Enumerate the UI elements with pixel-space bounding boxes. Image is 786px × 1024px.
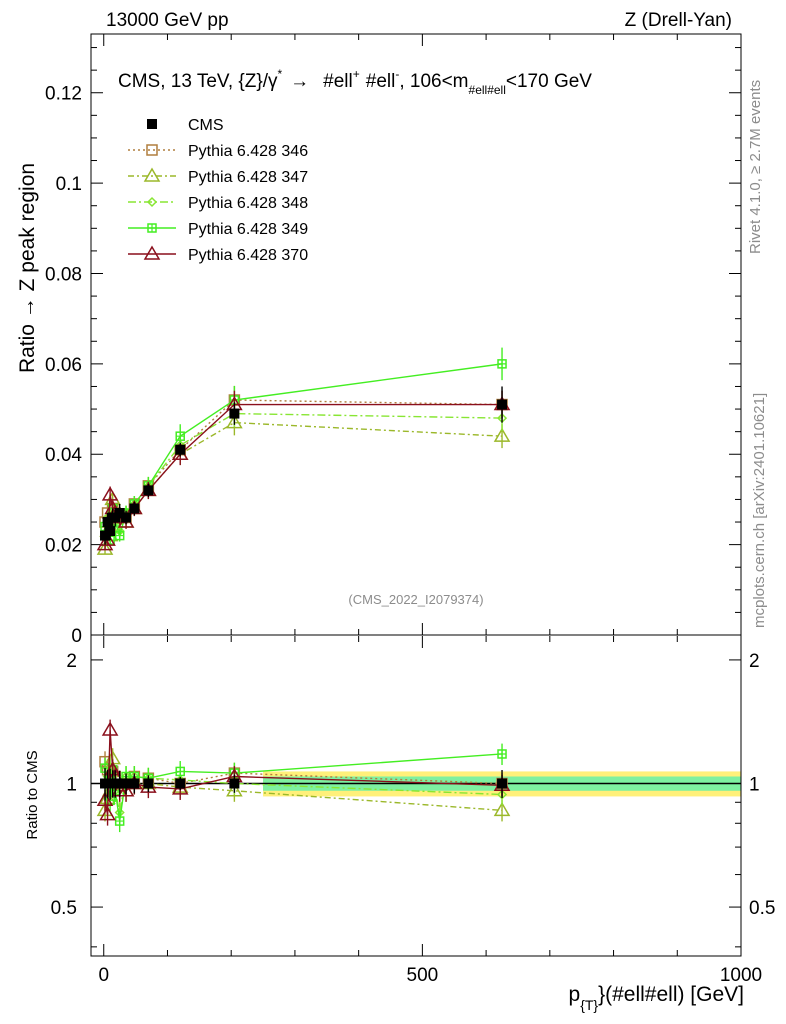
- line-p347: [104, 421, 503, 550]
- ratio-series-cms: [100, 767, 508, 801]
- marker-p349-cross: [176, 767, 185, 776]
- marker-p348: [146, 196, 158, 208]
- y-tick-label-ratio: 2: [66, 651, 77, 672]
- legend-item-p370: Pythia 6.428 370: [128, 245, 308, 264]
- marker-cms: [497, 778, 508, 789]
- y-tick-label-ratio-right: 1: [749, 774, 760, 795]
- marker-p370: [143, 245, 161, 260]
- marker-p349-cross: [115, 817, 124, 826]
- marker-cms: [143, 485, 154, 496]
- marker-p347: [493, 427, 511, 442]
- x-tick-label: 500: [407, 965, 439, 986]
- analysis-id: (CMS_2022_I2079374): [348, 592, 483, 607]
- marker-p346: [146, 144, 158, 156]
- marker-cms: [129, 778, 140, 789]
- legend-item-p349: Pythia 6.428 349: [128, 221, 308, 238]
- legend-label-p348: Pythia 6.428 348: [188, 195, 308, 212]
- y-tick-label-main: 0.08: [45, 264, 82, 285]
- marker-cms: [147, 119, 157, 129]
- x-tick-label: 1000: [720, 965, 762, 986]
- legend: CMS Pythia 6.428 346 Pythia 6.428 347 Pythi…: [128, 117, 308, 264]
- legend-label-cms: CMS: [188, 117, 224, 134]
- marker-cms: [114, 507, 125, 518]
- legend-item-cms: CMS: [147, 117, 224, 134]
- marker-cms: [102, 517, 113, 528]
- marker-cms: [121, 778, 132, 789]
- ratio-panel-frame: [90, 634, 742, 957]
- series-cms: [100, 386, 508, 545]
- marker-p370: [117, 782, 135, 797]
- marker-cms: [143, 778, 154, 789]
- marker-cms: [100, 530, 111, 541]
- series-p348: [99, 400, 508, 542]
- marker-cms: [114, 778, 125, 789]
- ratio-series: [96, 719, 511, 833]
- marker-p347: [226, 414, 243, 429]
- x-tick-label: 0: [98, 965, 109, 986]
- marker-p370: [101, 486, 119, 501]
- line-p349: [104, 363, 503, 541]
- marker-p349-cross: [498, 749, 507, 758]
- marker-p370: [96, 791, 114, 807]
- legend-label-p347: Pythia 6.428 347: [188, 169, 308, 186]
- ratio-line-p348: [104, 765, 503, 813]
- x-axis-label: p{T}}(#ell#ell) [GeV]: [569, 983, 745, 1013]
- y-tick-label-ratio-right: 2: [749, 651, 760, 672]
- y-tick-label-main: 0.1: [56, 174, 82, 195]
- marker-p370: [101, 721, 119, 736]
- ratio-line-p370: [104, 729, 503, 815]
- rivet-info: Rivet 4.1.0, ≥ 2.7M events: [747, 80, 764, 254]
- marker-p349-cross: [148, 224, 156, 232]
- marker-p370: [99, 806, 116, 821]
- marker-p349-cross: [498, 359, 507, 368]
- y-tick-label-main: 0.04: [45, 445, 82, 466]
- series-p346: [99, 385, 508, 534]
- line-p348: [104, 412, 503, 536]
- legend-item-p346: Pythia 6.428 346: [128, 143, 308, 160]
- marker-p349-cross: [115, 531, 124, 540]
- y-axis-label-main: Ratio → Z peak region: [16, 163, 39, 373]
- y-tick-label-main: 0.02: [45, 536, 82, 557]
- marker-p347: [493, 801, 511, 817]
- y-tick-label-ratio: 0.5: [51, 898, 77, 919]
- marker-p347: [96, 540, 114, 555]
- series-p349: [100, 347, 507, 546]
- y-tick-label-ratio: 1: [66, 774, 77, 795]
- legend-item-p347: Pythia 6.428 347: [128, 167, 308, 186]
- marker-cms: [229, 778, 240, 789]
- marker-p347: [226, 782, 243, 797]
- series-p347: [96, 409, 511, 555]
- marker-cms: [105, 526, 116, 537]
- y-tick-label-ratio-right: 0.5: [749, 898, 775, 919]
- marker-cms: [129, 503, 140, 514]
- legend-item-p348: Pythia 6.428 348: [128, 195, 308, 212]
- main-series: [96, 347, 511, 555]
- mcplots-info: mcplots.cern.ch [arXiv:2401.10621]: [751, 393, 768, 628]
- plot-title: CMS, 13 TeV, {Z}/γ* → #ell+ #ell-, 106<m#el…: [118, 67, 592, 97]
- marker-cms: [121, 512, 132, 523]
- marker-cms: [175, 778, 186, 789]
- legend-label-p370: Pythia 6.428 370: [188, 247, 308, 264]
- marker-p348: [496, 789, 508, 800]
- header-left: 13000 GeV pp: [106, 10, 229, 31]
- marker-p347: [143, 167, 161, 182]
- line-p370: [104, 403, 503, 545]
- marker-cms: [497, 399, 508, 410]
- y-tick-label-main: 0.12: [45, 84, 82, 105]
- axis-ticks: 0 500 1000 0 0.02 0.04 0.06 0.08 0.1 0.12 0.5 0.5 1 1…: [45, 34, 775, 986]
- y-axis-label-ratio: Ratio to CMS: [24, 750, 41, 839]
- y-tick-label-main: 0.06: [45, 355, 82, 376]
- marker-cms: [175, 444, 186, 455]
- marker-p349-cross: [176, 432, 185, 441]
- header-right: Z (Drell-Yan): [625, 10, 732, 31]
- ratio-uncertainty-bands: [91, 771, 741, 797]
- y-tick-label-main: 0: [71, 626, 82, 647]
- legend-label-p346: Pythia 6.428 346: [188, 143, 308, 160]
- marker-cms: [229, 408, 240, 419]
- line-p346: [104, 399, 503, 527]
- legend-label-p349: Pythia 6.428 349: [188, 221, 308, 238]
